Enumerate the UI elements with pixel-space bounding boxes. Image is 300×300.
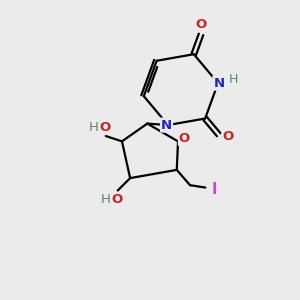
Text: O: O [195, 18, 207, 32]
Text: O: O [100, 121, 111, 134]
Text: O: O [112, 194, 123, 206]
Text: N: N [213, 76, 224, 90]
Text: N: N [161, 118, 172, 132]
Text: I: I [212, 182, 217, 196]
Text: H: H [229, 73, 238, 86]
Text: H: H [100, 194, 110, 206]
Text: H: H [88, 121, 98, 134]
Text: O: O [223, 130, 234, 143]
Text: O: O [179, 132, 190, 145]
